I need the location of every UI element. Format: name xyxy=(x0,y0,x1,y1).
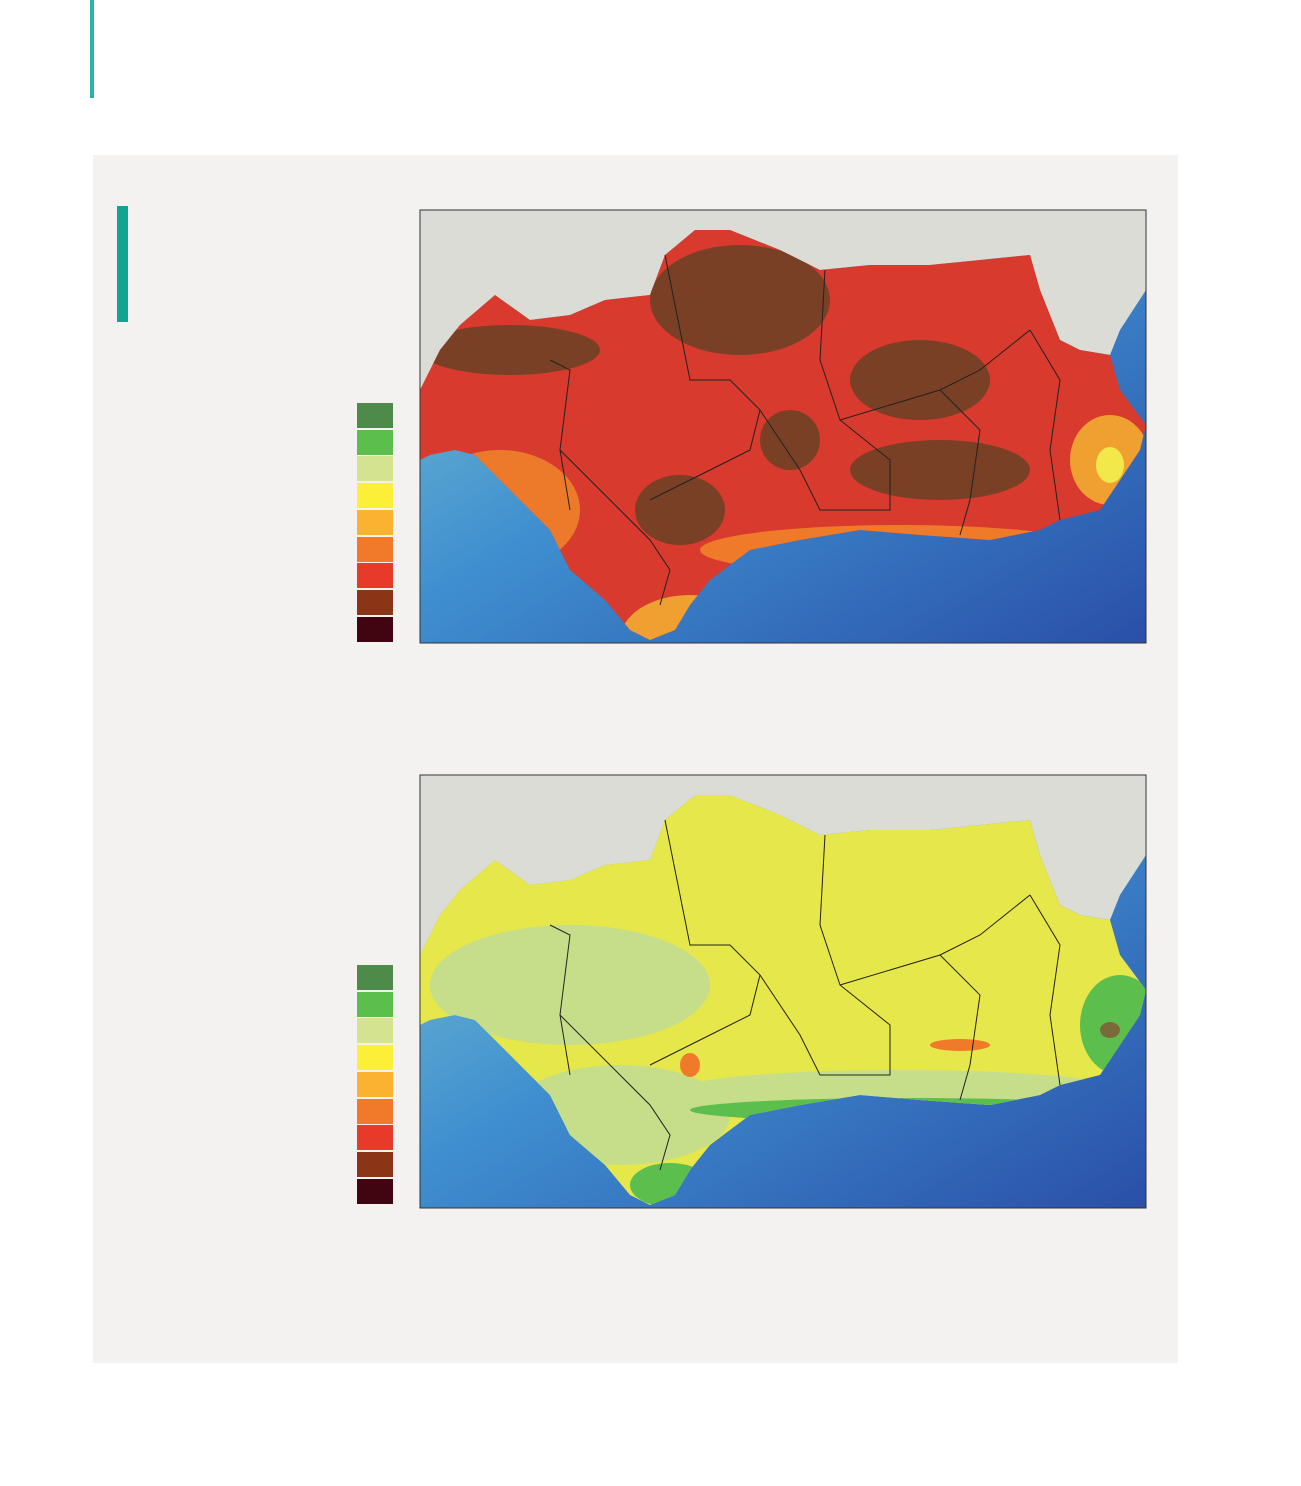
legend-swatch xyxy=(357,536,393,562)
legend-swatch xyxy=(357,965,393,990)
map-green xyxy=(419,774,1147,1209)
legend-swatch xyxy=(357,1151,393,1177)
legend-swatch xyxy=(357,1125,393,1151)
legend-swatch xyxy=(357,991,393,1017)
accent-line xyxy=(90,0,94,98)
legend-swatch xyxy=(357,403,393,428)
legend-swatch xyxy=(357,589,393,615)
legend-swatch xyxy=(357,1098,393,1124)
map-heat xyxy=(419,209,1147,644)
legend-swatch xyxy=(357,1071,393,1097)
legend-swatch xyxy=(357,1045,393,1071)
legend-swatch xyxy=(357,1018,393,1044)
legend-swatch xyxy=(357,509,393,535)
accent-bar xyxy=(117,206,128,322)
legend-swatch xyxy=(357,483,393,509)
legend-swatch xyxy=(357,563,393,589)
legend-swatch xyxy=(357,456,393,482)
legend-swatch xyxy=(357,616,393,642)
legend-swatch xyxy=(357,429,393,455)
legend-swatch xyxy=(357,1178,393,1204)
